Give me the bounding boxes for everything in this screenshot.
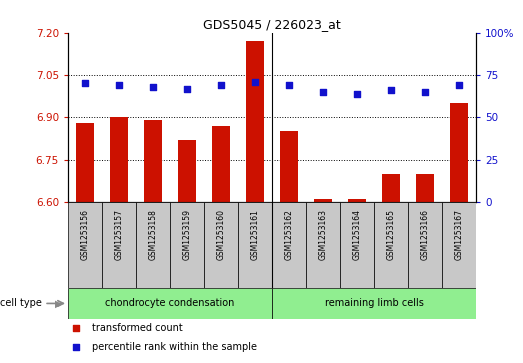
Point bbox=[149, 84, 157, 90]
Bar bbox=[408, 202, 442, 288]
Bar bbox=[246, 41, 264, 202]
Text: percentile rank within the sample: percentile rank within the sample bbox=[93, 342, 257, 351]
Bar bbox=[442, 202, 476, 288]
Point bbox=[285, 82, 293, 88]
Bar bbox=[136, 202, 170, 288]
Bar bbox=[280, 131, 298, 202]
Text: ▶: ▶ bbox=[55, 298, 62, 309]
Bar bbox=[450, 103, 468, 202]
Text: GSM1253156: GSM1253156 bbox=[81, 209, 89, 260]
Bar bbox=[348, 199, 366, 202]
Text: GSM1253163: GSM1253163 bbox=[319, 209, 327, 260]
Point bbox=[420, 89, 429, 95]
Text: GSM1253165: GSM1253165 bbox=[386, 209, 395, 260]
Bar bbox=[204, 202, 238, 288]
Text: chondrocyte condensation: chondrocyte condensation bbox=[105, 298, 235, 309]
Point bbox=[319, 89, 327, 95]
Bar bbox=[340, 202, 374, 288]
Bar bbox=[144, 120, 162, 202]
Text: GSM1253159: GSM1253159 bbox=[183, 209, 191, 260]
Bar bbox=[374, 202, 408, 288]
Point bbox=[183, 86, 191, 91]
Point bbox=[386, 87, 395, 93]
Bar bbox=[68, 288, 272, 319]
Point bbox=[72, 344, 81, 350]
Bar bbox=[382, 174, 400, 202]
Bar bbox=[68, 202, 102, 288]
Bar bbox=[102, 202, 136, 288]
Point bbox=[72, 325, 81, 331]
Text: remaining limb cells: remaining limb cells bbox=[324, 298, 424, 309]
Point bbox=[251, 79, 259, 85]
Bar bbox=[306, 202, 340, 288]
Bar bbox=[110, 117, 128, 202]
Bar bbox=[212, 126, 230, 202]
Text: GSM1253164: GSM1253164 bbox=[353, 209, 361, 260]
Text: transformed count: transformed count bbox=[93, 323, 183, 333]
Text: GSM1253160: GSM1253160 bbox=[217, 209, 225, 260]
Bar bbox=[416, 174, 434, 202]
Bar bbox=[178, 140, 196, 202]
Point bbox=[454, 82, 463, 88]
Bar bbox=[272, 288, 476, 319]
Text: GSM1253158: GSM1253158 bbox=[149, 209, 157, 260]
Text: GSM1253166: GSM1253166 bbox=[420, 209, 429, 260]
Bar bbox=[272, 202, 306, 288]
Bar bbox=[238, 202, 272, 288]
Text: GSM1253157: GSM1253157 bbox=[115, 209, 123, 260]
Text: GSM1253167: GSM1253167 bbox=[454, 209, 463, 260]
Text: GSM1253161: GSM1253161 bbox=[251, 209, 259, 260]
Bar bbox=[170, 202, 204, 288]
Title: GDS5045 / 226023_at: GDS5045 / 226023_at bbox=[203, 19, 341, 32]
Text: cell type: cell type bbox=[0, 298, 42, 309]
Bar bbox=[314, 199, 332, 202]
Point bbox=[217, 82, 225, 88]
Point bbox=[81, 81, 89, 86]
Text: GSM1253162: GSM1253162 bbox=[285, 209, 293, 260]
Point bbox=[115, 82, 123, 88]
Point bbox=[353, 91, 361, 97]
Bar bbox=[76, 123, 94, 202]
